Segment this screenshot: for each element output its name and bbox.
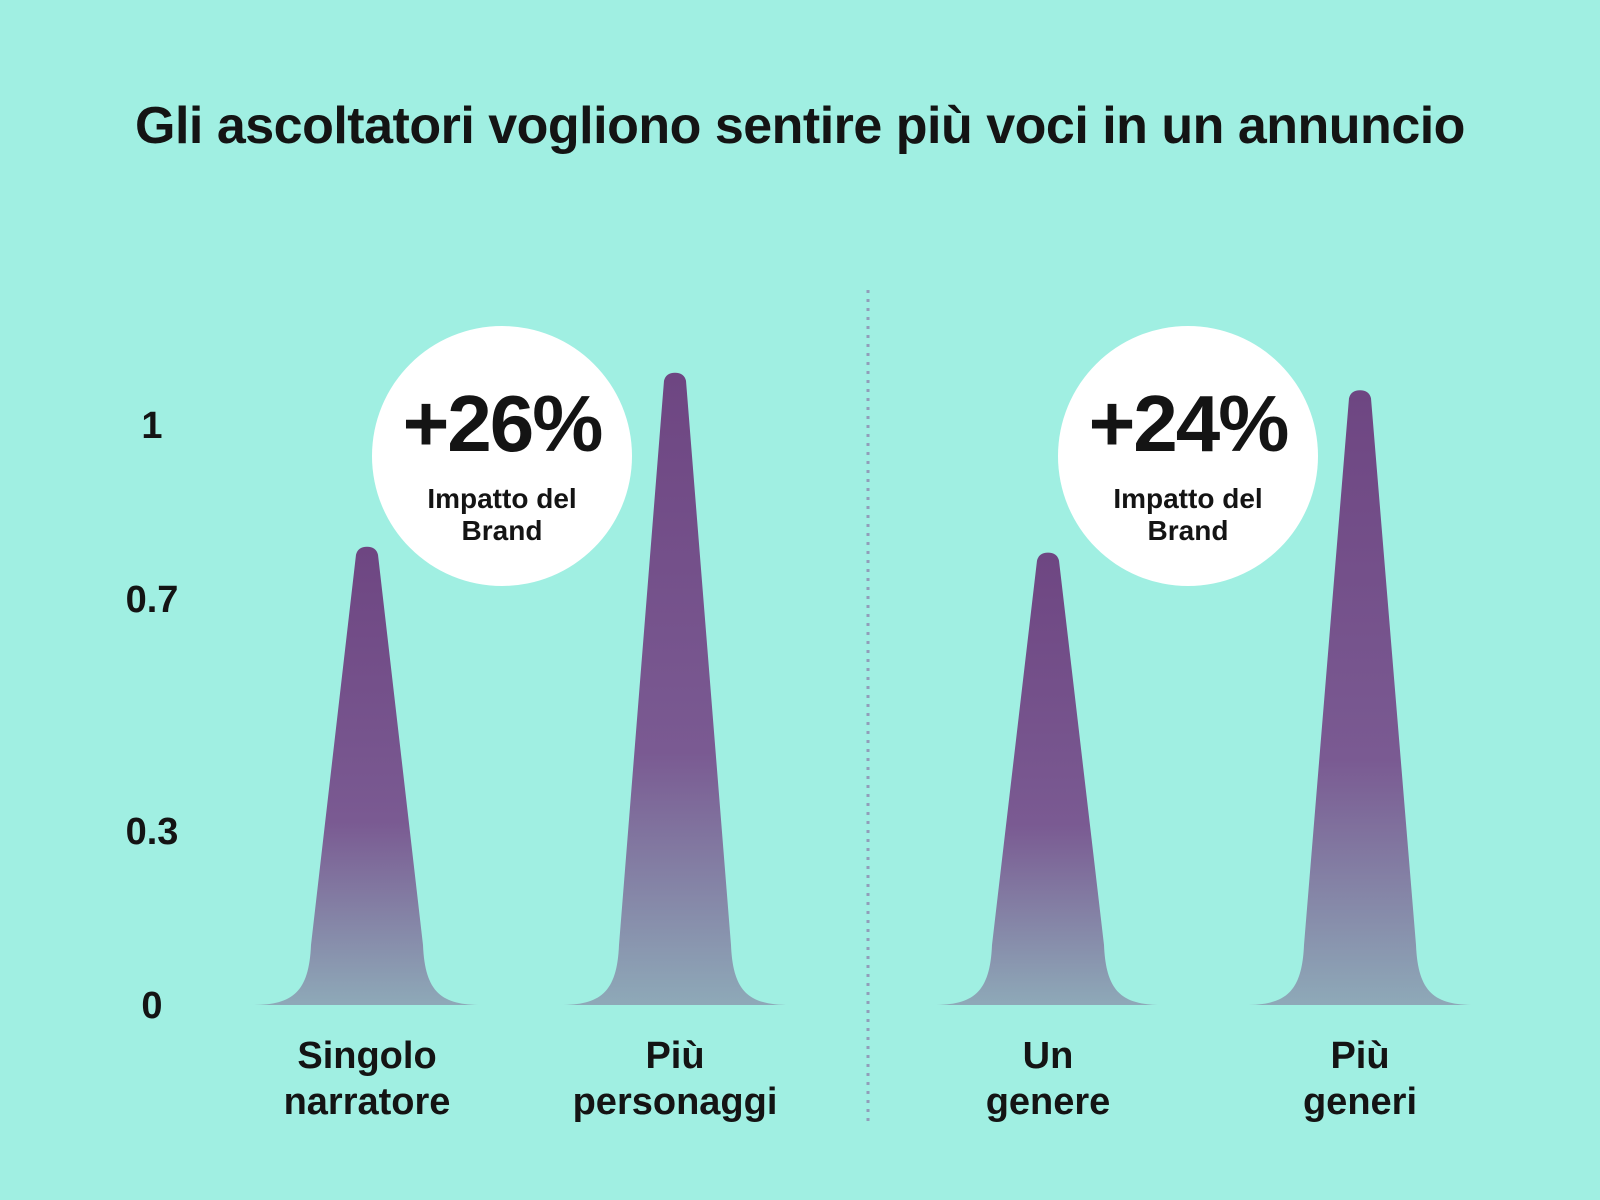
category-label-2-line-1: genere (986, 1081, 1111, 1123)
bar-0 (252, 546, 482, 1005)
impact-badge-label-1-line-0: Impatto del (1113, 483, 1262, 514)
y-tick-label-0: 1 (141, 405, 162, 447)
y-tick-label-3: 0 (141, 985, 162, 1027)
impact-badge-label-0-line-1: Brand (462, 515, 543, 546)
y-tick-label-1: 0.7 (126, 579, 179, 621)
bar-2 (933, 552, 1163, 1005)
bar-1 (560, 372, 790, 1005)
bars (252, 372, 1475, 1005)
impact-badge-label-1-line-1: Brand (1148, 515, 1229, 546)
chart-title: Gli ascoltatori vogliono sentire più voc… (135, 97, 1465, 155)
category-label-1-line-0: Più (645, 1035, 704, 1077)
impact-badge-circle-1 (1058, 326, 1318, 586)
impact-badge-circle-0 (372, 326, 632, 586)
category-label-3-line-1: generi (1303, 1081, 1417, 1123)
bar-3 (1245, 390, 1475, 1005)
category-label-0-line-0: Singolo (297, 1035, 436, 1077)
category-label-3-line-0: Più (1330, 1035, 1389, 1077)
y-tick-label-2: 0.3 (126, 811, 179, 853)
category-labels: SingolonarratorePiùpersonaggiUngenerePiù… (284, 1035, 1417, 1123)
impact-badge-value-1: +24% (1089, 379, 1289, 468)
category-label-0-line-1: narratore (284, 1081, 451, 1123)
category-label-2-line-0: Un (1023, 1035, 1074, 1077)
impact-badge-label-0-line-0: Impatto del (427, 483, 576, 514)
impact-badge-value-0: +26% (403, 379, 603, 468)
category-label-1-line-1: personaggi (573, 1081, 778, 1123)
y-axis-ticks: 1 0.7 0.3 0 (126, 405, 179, 1027)
